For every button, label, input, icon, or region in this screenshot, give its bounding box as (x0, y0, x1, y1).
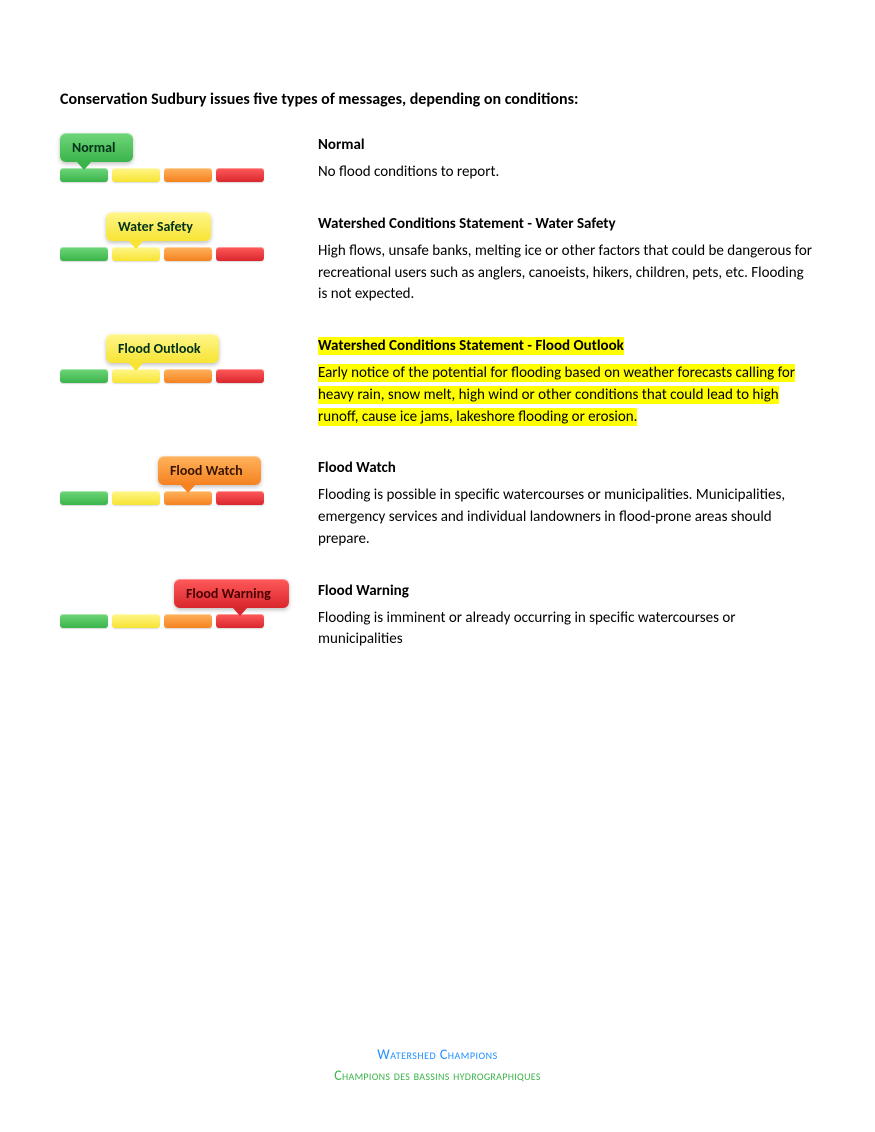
indicator: Water Safety (60, 212, 282, 261)
message-text: Flood Warning Flooding is imminent or alr… (318, 579, 815, 652)
status-bar-segment (60, 614, 108, 628)
status-bubble-label: Water Safety (118, 218, 193, 235)
status-bubble-label: Flood Warning (186, 585, 271, 602)
status-bubble-label: Flood Watch (170, 462, 243, 479)
message-description: Flooding is imminent or already occurrin… (318, 608, 815, 652)
status-bar-segment (60, 369, 108, 383)
bubble-tail-icon (128, 362, 144, 371)
status-bar (60, 168, 264, 182)
message-title: Normal (318, 136, 365, 154)
message-description: Early notice of the potential for floodi… (318, 363, 815, 428)
status-bar (60, 369, 264, 383)
message-type-row: Flood Warning Flood Warning Flooding is im… (60, 579, 815, 652)
bubble-tail-icon (232, 607, 248, 616)
status-bubble: Normal (60, 133, 133, 162)
bubble-tail-icon (128, 240, 144, 249)
status-bubble-label: Normal (72, 139, 115, 156)
status-bar-segment (60, 491, 108, 505)
status-bar-segment (216, 491, 264, 505)
status-bar-segment (112, 491, 160, 505)
message-text: Watershed Conditions Statement - Flood O… (318, 334, 815, 428)
message-title: Flood Warning (318, 582, 409, 600)
status-bar-segment (164, 168, 212, 182)
status-bubble: Water Safety (106, 212, 211, 241)
bubble-tail-icon (180, 484, 196, 493)
status-bar-segment (164, 369, 212, 383)
status-bar-segment (164, 614, 212, 628)
message-title: Watershed Conditions Statement - Water S… (318, 215, 616, 233)
status-bubble-label: Flood Outlook (118, 340, 201, 357)
status-bar-segment (216, 168, 264, 182)
status-bubble: Flood Watch (158, 456, 261, 485)
message-description: Flooding is possible in specific waterco… (318, 485, 815, 550)
status-bar-segment (112, 614, 160, 628)
status-bar-segment (112, 369, 160, 383)
status-bubble: Flood Warning (174, 579, 289, 608)
status-bar (60, 614, 264, 628)
indicator: Flood Watch (60, 456, 282, 505)
status-bar-segment (164, 491, 212, 505)
message-text: Flood Watch Flooding is possible in speci… (318, 456, 815, 550)
message-title: Flood Watch (318, 459, 396, 477)
status-bar-segment (112, 247, 160, 261)
status-bar-segment (216, 247, 264, 261)
status-bubble: Flood Outlook (106, 334, 219, 363)
message-type-row: Water Safety Watershed Conditions Stateme… (60, 212, 815, 306)
message-text: Watershed Conditions Statement - Water S… (318, 212, 815, 306)
indicator: Flood Warning (60, 579, 282, 628)
footer-line-1: Watershed Champions (0, 1044, 875, 1065)
status-bar-segment (216, 614, 264, 628)
message-type-row: Flood Outlook Watershed Conditions Statem… (60, 334, 815, 428)
message-description: High flows, unsafe banks, melting ice or… (318, 241, 815, 306)
page-footer: Watershed Champions Champions des bassin… (0, 1044, 875, 1086)
status-bar-segment (112, 168, 160, 182)
message-type-row: Normal Normal No flood conditions to repor… (60, 133, 815, 184)
status-bar-segment (60, 247, 108, 261)
message-type-row: Flood Watch Flood Watch Flooding is possib… (60, 456, 815, 550)
status-bar (60, 491, 264, 505)
message-types-list: Normal Normal No flood conditions to repor… (60, 133, 815, 651)
message-title: Watershed Conditions Statement - Flood O… (318, 337, 624, 355)
message-description: No flood conditions to report. (318, 162, 815, 184)
message-text: Normal No flood conditions to report. (318, 133, 815, 184)
page-title: Conservation Sudbury issues five types o… (60, 90, 815, 109)
status-bar (60, 247, 264, 261)
status-bar-segment (216, 369, 264, 383)
bubble-tail-icon (76, 161, 92, 170)
indicator: Normal (60, 133, 282, 182)
status-bar-segment (60, 168, 108, 182)
footer-line-2: Champions des bassins hydrographiques (0, 1065, 875, 1086)
status-bar-segment (164, 247, 212, 261)
indicator: Flood Outlook (60, 334, 282, 383)
